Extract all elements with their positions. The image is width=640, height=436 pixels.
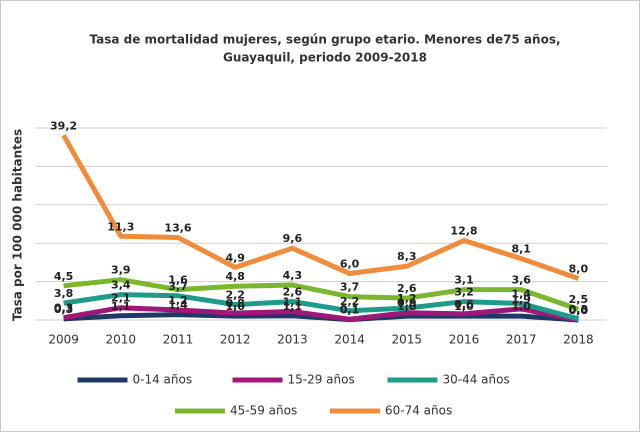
series-line xyxy=(63,292,580,322)
x-tick-label: 2016 xyxy=(449,333,480,347)
data-label: 1,1 xyxy=(283,300,303,313)
series-line xyxy=(61,134,580,281)
data-label: 0,9 xyxy=(397,297,417,310)
data-label: 1,2 xyxy=(397,292,417,305)
data-label: 1,2 xyxy=(168,294,188,307)
data-label: 4,5 xyxy=(54,270,74,283)
data-label: 3,6 xyxy=(511,274,531,287)
x-tick-label: 2013 xyxy=(277,333,308,347)
x-tick-label: 2009 xyxy=(48,333,79,347)
data-label: 3,9 xyxy=(111,264,131,277)
series-line xyxy=(63,305,579,323)
x-tick-label: 2010 xyxy=(106,333,137,347)
data-label: 3,1 xyxy=(454,274,474,287)
data-label: 2,5 xyxy=(569,293,589,306)
data-label: 9,6 xyxy=(283,232,303,245)
data-label: 1,0 xyxy=(454,300,474,313)
legend-label: 60-74 años xyxy=(385,404,452,418)
data-label: 0,0 xyxy=(569,304,589,317)
legend-label: 15-29 años xyxy=(288,373,355,387)
data-label: 2,2 xyxy=(225,289,245,302)
data-label: 0,3 xyxy=(54,302,74,315)
data-label: 1,4 xyxy=(511,287,531,300)
data-label: 0,8 xyxy=(225,297,245,310)
x-tick-label: 2014 xyxy=(334,333,365,347)
data-label: 3,7 xyxy=(168,280,188,293)
data-label: 3,2 xyxy=(454,286,474,299)
x-tick-label: 2017 xyxy=(506,333,537,347)
legend-label: 30-44 años xyxy=(443,373,510,387)
data-label: 4,3 xyxy=(283,269,303,282)
x-tick-label: 2015 xyxy=(392,333,423,347)
data-label: 39,2 xyxy=(50,119,77,132)
data-label: 1,0 xyxy=(511,300,531,313)
data-label: 8,1 xyxy=(511,243,531,256)
chart-title: Tasa de mortalidad mujeres, según grupo … xyxy=(89,33,560,47)
data-label: 0,6 xyxy=(454,298,474,311)
data-label: 0,1 xyxy=(340,303,360,316)
data-label: 8,3 xyxy=(397,250,417,263)
data-label: 8,0 xyxy=(569,263,589,276)
data-label: 6,0 xyxy=(340,258,360,271)
data-label: 3,8 xyxy=(54,287,74,300)
data-label: 1,0 xyxy=(225,300,245,313)
chart-title: Guayaquil, periodo 2009-2018 xyxy=(223,51,427,65)
data-label: 2,2 xyxy=(340,295,360,308)
data-label: 0,3 xyxy=(54,303,74,316)
data-label: 1,9 xyxy=(511,293,531,306)
data-label: 0,0 xyxy=(569,304,589,317)
data-label: 3,4 xyxy=(111,279,131,292)
data-label: 1,6 xyxy=(168,274,188,287)
data-label: 4,8 xyxy=(225,270,245,283)
data-label: 1,1 xyxy=(111,300,131,313)
data-label: 2,1 xyxy=(111,292,131,305)
data-label: 1,1 xyxy=(283,296,303,309)
data-label: 1,4 xyxy=(168,299,188,312)
x-tick-label: 2011 xyxy=(163,333,194,347)
data-label: 2,6 xyxy=(283,286,303,299)
data-label: 0,3 xyxy=(569,303,589,316)
data-label: 2,6 xyxy=(397,282,417,295)
x-tick-label: 2012 xyxy=(220,333,251,347)
data-label: 11,3 xyxy=(107,220,134,233)
x-tick-label: 2018 xyxy=(563,333,594,347)
data-label: 4,9 xyxy=(225,251,245,264)
data-label: 12,8 xyxy=(450,225,477,238)
data-label: 13,6 xyxy=(164,221,191,234)
y-axis-label: Tasa por 100 000 habitantes xyxy=(11,129,25,321)
legend-label: 0-14 años xyxy=(133,373,193,387)
series-line xyxy=(63,277,580,312)
data-label: 1,0 xyxy=(397,300,417,313)
legend-label: 45-59 años xyxy=(230,404,297,418)
data-label: 3,7 xyxy=(340,281,360,294)
data-label: 0,1 xyxy=(340,304,360,317)
